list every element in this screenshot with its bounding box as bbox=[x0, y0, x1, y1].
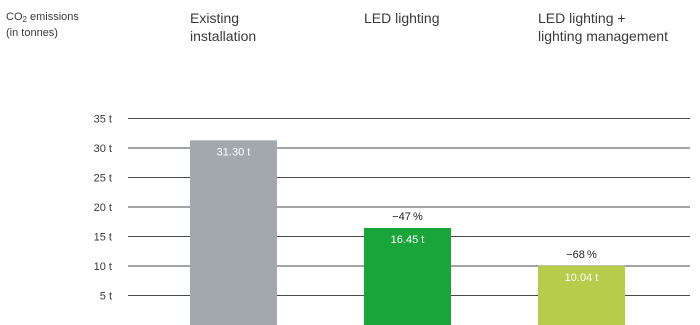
bar bbox=[190, 140, 277, 325]
bar bbox=[364, 227, 451, 325]
y-tick-label: 20 t bbox=[94, 202, 112, 214]
y-tick-label: 5 t bbox=[100, 291, 112, 303]
y-axis-title: CO2 emissions (in tonnes) bbox=[6, 11, 79, 39]
category-header-led: LED lighting bbox=[364, 10, 440, 26]
category-header-led-management: LED lighting + lighting management bbox=[538, 10, 668, 44]
bar-value-label: 10.04 t bbox=[565, 272, 599, 284]
y-tick-label: 25 t bbox=[94, 173, 112, 185]
bar-value-label: 16.45 t bbox=[391, 234, 425, 246]
bar-value-label: 31.30 t bbox=[217, 146, 251, 158]
y-tick-label: 10 t bbox=[94, 261, 112, 273]
y-tick-label: 35 t bbox=[94, 114, 112, 126]
bar bbox=[538, 265, 625, 325]
change-percent-label: −47 % bbox=[392, 211, 423, 223]
change-percent-label: −68 % bbox=[566, 249, 597, 261]
y-tick-label: 30 t bbox=[94, 143, 112, 155]
y-tick-label: 15 t bbox=[94, 232, 112, 244]
category-header-existing: Existing installation bbox=[190, 10, 257, 44]
